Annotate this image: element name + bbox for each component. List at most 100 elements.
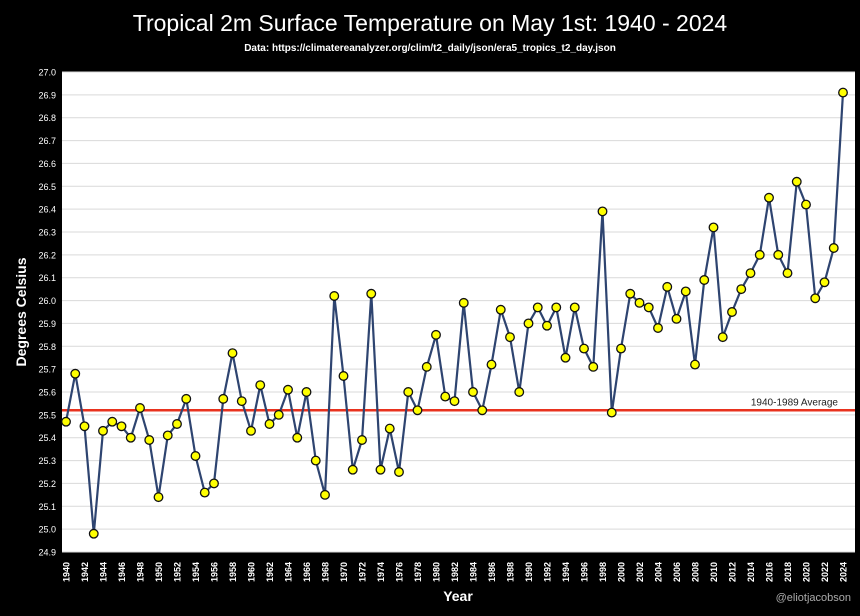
plot-area xyxy=(62,72,855,552)
data-point-1975 xyxy=(384,423,395,434)
x-tick-label: 1944 xyxy=(99,562,109,582)
y-tick-label: 26.4 xyxy=(38,205,56,215)
data-point-2004 xyxy=(653,323,663,333)
x-tick-label: 2004 xyxy=(654,562,664,582)
x-tick-label: 2014 xyxy=(746,562,756,582)
y-tick-label: 25.6 xyxy=(38,388,56,398)
x-tick-label: 2016 xyxy=(765,562,775,582)
data-point-1977 xyxy=(403,387,414,397)
data-point-1991 xyxy=(532,302,543,313)
data-point-2003 xyxy=(643,302,654,313)
data-point-1941 xyxy=(70,368,81,379)
data-point-1992 xyxy=(542,320,552,331)
data-point-1963 xyxy=(273,409,284,420)
data-point-1943 xyxy=(88,528,99,539)
data-point-1964 xyxy=(283,384,293,395)
data-point-2012 xyxy=(727,307,737,317)
y-axis-label: Degrees Celsius xyxy=(13,257,29,366)
x-tick-label: 1952 xyxy=(173,562,183,582)
data-point-1987 xyxy=(495,304,506,315)
y-tick-label: 26.5 xyxy=(38,182,56,192)
y-tick-label: 27.0 xyxy=(38,68,56,78)
data-point-1997 xyxy=(588,361,599,372)
y-tick-label: 25.8 xyxy=(38,342,56,352)
data-point-1954 xyxy=(190,451,201,461)
data-point-2015 xyxy=(754,249,765,260)
y-tick-label: 25.2 xyxy=(38,479,56,489)
x-tick-label: 1982 xyxy=(450,562,460,582)
y-tick-label: 26.0 xyxy=(38,296,56,306)
data-point-1955 xyxy=(199,487,210,498)
data-point-1978 xyxy=(412,405,423,416)
y-tick-label: 25.9 xyxy=(38,319,56,329)
data-point-1966 xyxy=(301,387,312,397)
data-point-1973 xyxy=(366,288,377,299)
data-point-1967 xyxy=(310,455,321,466)
y-tick-label: 25.3 xyxy=(38,456,56,466)
data-point-1950 xyxy=(153,492,164,503)
x-tick-label: 2024 xyxy=(839,562,849,582)
data-point-1996 xyxy=(579,343,589,354)
data-point-1986 xyxy=(486,359,497,370)
x-tick-label: 2002 xyxy=(635,562,645,582)
data-point-1949 xyxy=(144,435,155,445)
x-tick-label: 1970 xyxy=(339,562,349,582)
x-tick-label: 1976 xyxy=(395,562,405,582)
x-tick-label: 1940 xyxy=(62,562,72,582)
data-point-2016 xyxy=(764,192,774,203)
x-tick-label: 2006 xyxy=(672,562,682,582)
data-point-2021 xyxy=(810,293,821,304)
data-point-2023 xyxy=(828,243,839,253)
data-point-1953 xyxy=(181,393,192,404)
data-point-2017 xyxy=(773,249,784,260)
data-point-2014 xyxy=(745,268,756,279)
data-point-2011 xyxy=(717,332,728,343)
data-point-1971 xyxy=(347,464,358,475)
data-point-2013 xyxy=(736,284,747,295)
data-point-2008 xyxy=(690,359,700,370)
x-tick-label: 2022 xyxy=(820,562,830,582)
y-tick-label: 26.6 xyxy=(38,159,56,169)
y-tick-label: 26.7 xyxy=(38,136,56,146)
data-point-1994 xyxy=(560,352,571,363)
y-tick-label: 25.0 xyxy=(38,525,56,535)
x-tick-label: 1956 xyxy=(210,562,220,582)
y-tick-label: 26.1 xyxy=(38,273,56,283)
data-point-1990 xyxy=(523,318,534,329)
data-point-1951 xyxy=(162,430,173,441)
data-point-2002 xyxy=(634,297,645,308)
data-point-1969 xyxy=(329,291,340,301)
x-tick-label: 2000 xyxy=(617,562,627,582)
x-tick-label: 1990 xyxy=(524,562,534,582)
data-point-1942 xyxy=(79,421,90,432)
data-point-1976 xyxy=(394,467,404,477)
data-point-1974 xyxy=(375,464,386,475)
data-point-1989 xyxy=(514,387,525,397)
y-tick-label: 25.5 xyxy=(38,410,56,420)
data-point-1985 xyxy=(477,405,488,416)
data-point-1960 xyxy=(246,425,256,436)
data-point-1979 xyxy=(421,361,432,372)
x-tick-label: 1958 xyxy=(228,562,238,582)
data-point-1946 xyxy=(116,421,127,432)
x-tick-label: 2012 xyxy=(728,562,738,582)
data-point-1948 xyxy=(135,403,145,413)
data-point-2007 xyxy=(680,286,691,297)
data-point-1970 xyxy=(338,371,349,381)
x-tick-label: 1954 xyxy=(191,562,201,582)
data-point-1972 xyxy=(357,435,367,445)
y-tick-label: 26.8 xyxy=(38,113,56,123)
x-tick-label: 1974 xyxy=(376,562,386,582)
data-point-2022 xyxy=(819,277,830,288)
data-point-1945 xyxy=(107,416,118,427)
data-point-1956 xyxy=(209,478,219,489)
data-point-1982 xyxy=(449,396,460,407)
data-point-1999 xyxy=(606,407,617,418)
x-tick-label: 2018 xyxy=(783,562,793,582)
y-tick-label: 26.3 xyxy=(38,228,56,238)
x-tick-label: 1960 xyxy=(247,562,257,582)
x-tick-label: 1998 xyxy=(598,562,608,582)
y-tick-label: 24.9 xyxy=(38,548,56,558)
x-tick-label: 1988 xyxy=(506,562,516,582)
data-point-1961 xyxy=(255,380,266,391)
